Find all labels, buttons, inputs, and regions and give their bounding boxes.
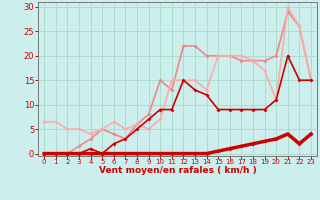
X-axis label: Vent moyen/en rafales ( km/h ): Vent moyen/en rafales ( km/h ) — [99, 166, 256, 175]
